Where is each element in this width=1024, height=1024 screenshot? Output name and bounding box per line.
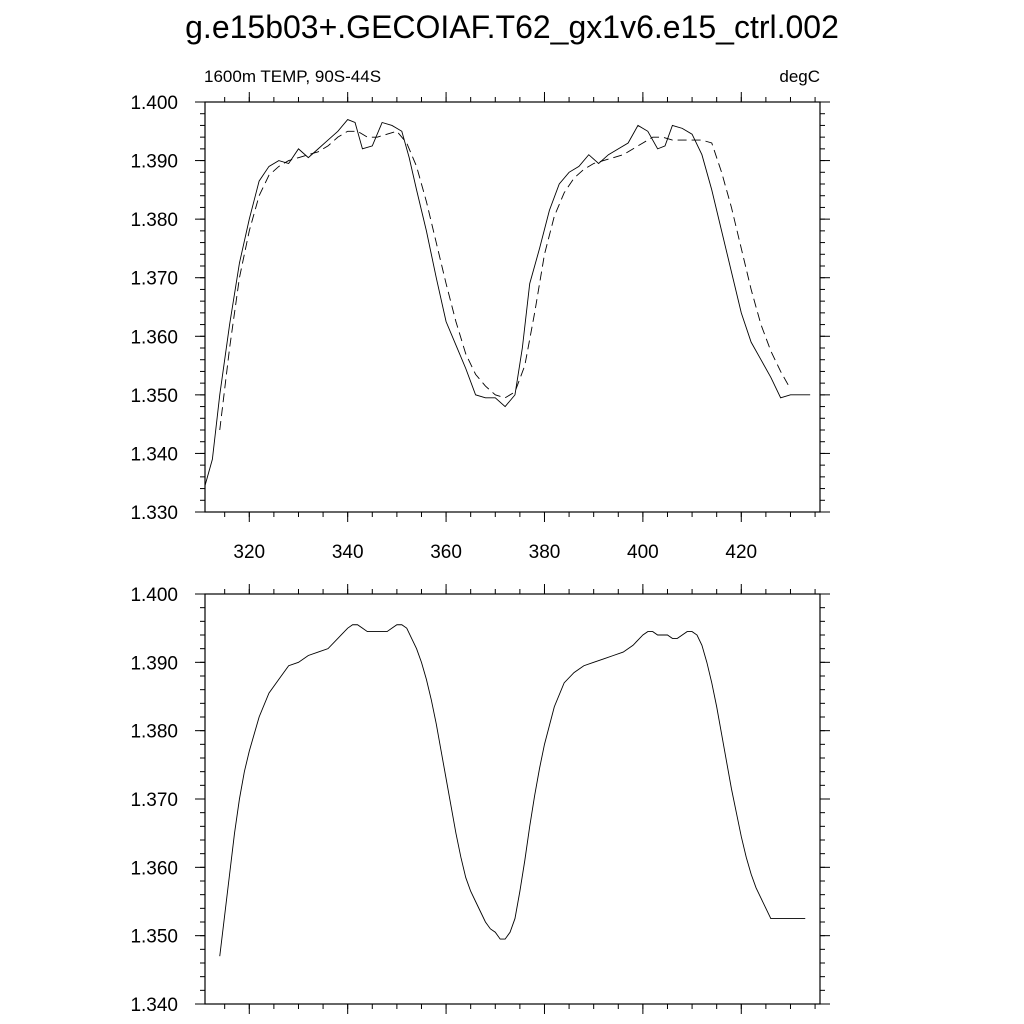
top-ytick-label: 1.380: [130, 210, 178, 231]
bottom-ytick-label: 1.360: [130, 858, 178, 879]
bottom-ytick-label: 1.390: [130, 653, 178, 674]
top-xtick-label: 340: [332, 542, 364, 563]
bottom-ytick-label: 1.340: [130, 995, 178, 1016]
bottom-panel-lines: [219, 624, 806, 957]
bottom-panel-frame: [204, 593, 821, 1005]
top-panel: 1600m TEMP, 90S-44S degC 1.330 1.340 1.350…: [130, 67, 830, 563]
top-ytick-label: 1.330: [130, 503, 178, 524]
top-ytick-label: 1.370: [130, 269, 178, 290]
top-xtick-label: 420: [725, 542, 757, 563]
top-panel-lines: [204, 119, 811, 486]
bottom-panel: 1.340 1.350 1.360 1.370 1.380 1.390 1.400: [130, 584, 830, 1016]
top-xtick-label: 400: [627, 542, 659, 563]
top-ytick-label: 1.400: [130, 93, 178, 114]
top-ytick-label: 1.350: [130, 386, 178, 407]
top-ytick-label: 1.360: [130, 327, 178, 348]
top-series-dashed-line: [219, 130, 791, 431]
top-panel-left-label: 1600m TEMP, 90S-44S: [204, 67, 381, 86]
bottom-panel-ticks: 1.340 1.350 1.360 1.370 1.380 1.390 1.400: [130, 584, 830, 1016]
top-panel-ticks: 1.330 1.340 1.350 1.360 1.370 1.380 1.390 1.400…: [130, 92, 830, 563]
bottom-series-solid-line: [219, 624, 806, 957]
top-panel-units-label: degC: [779, 67, 820, 86]
top-xtick-label: 320: [233, 542, 265, 563]
bottom-ytick-label: 1.350: [130, 927, 178, 948]
top-ytick-label: 1.390: [130, 152, 178, 173]
bottom-ytick-label: 1.370: [130, 790, 178, 811]
top-xtick-label: 380: [529, 542, 561, 563]
top-panel-frame: [204, 101, 821, 513]
top-series-solid-line: [204, 119, 811, 486]
top-ytick-label: 1.340: [130, 444, 178, 465]
figure-title: g.e15b03+.GECOIAF.T62_gx1v6.e15_ctrl.002: [185, 9, 839, 45]
bottom-ytick-label: 1.400: [130, 585, 178, 606]
top-xtick-label: 360: [430, 542, 462, 563]
bottom-ytick-label: 1.380: [130, 722, 178, 743]
